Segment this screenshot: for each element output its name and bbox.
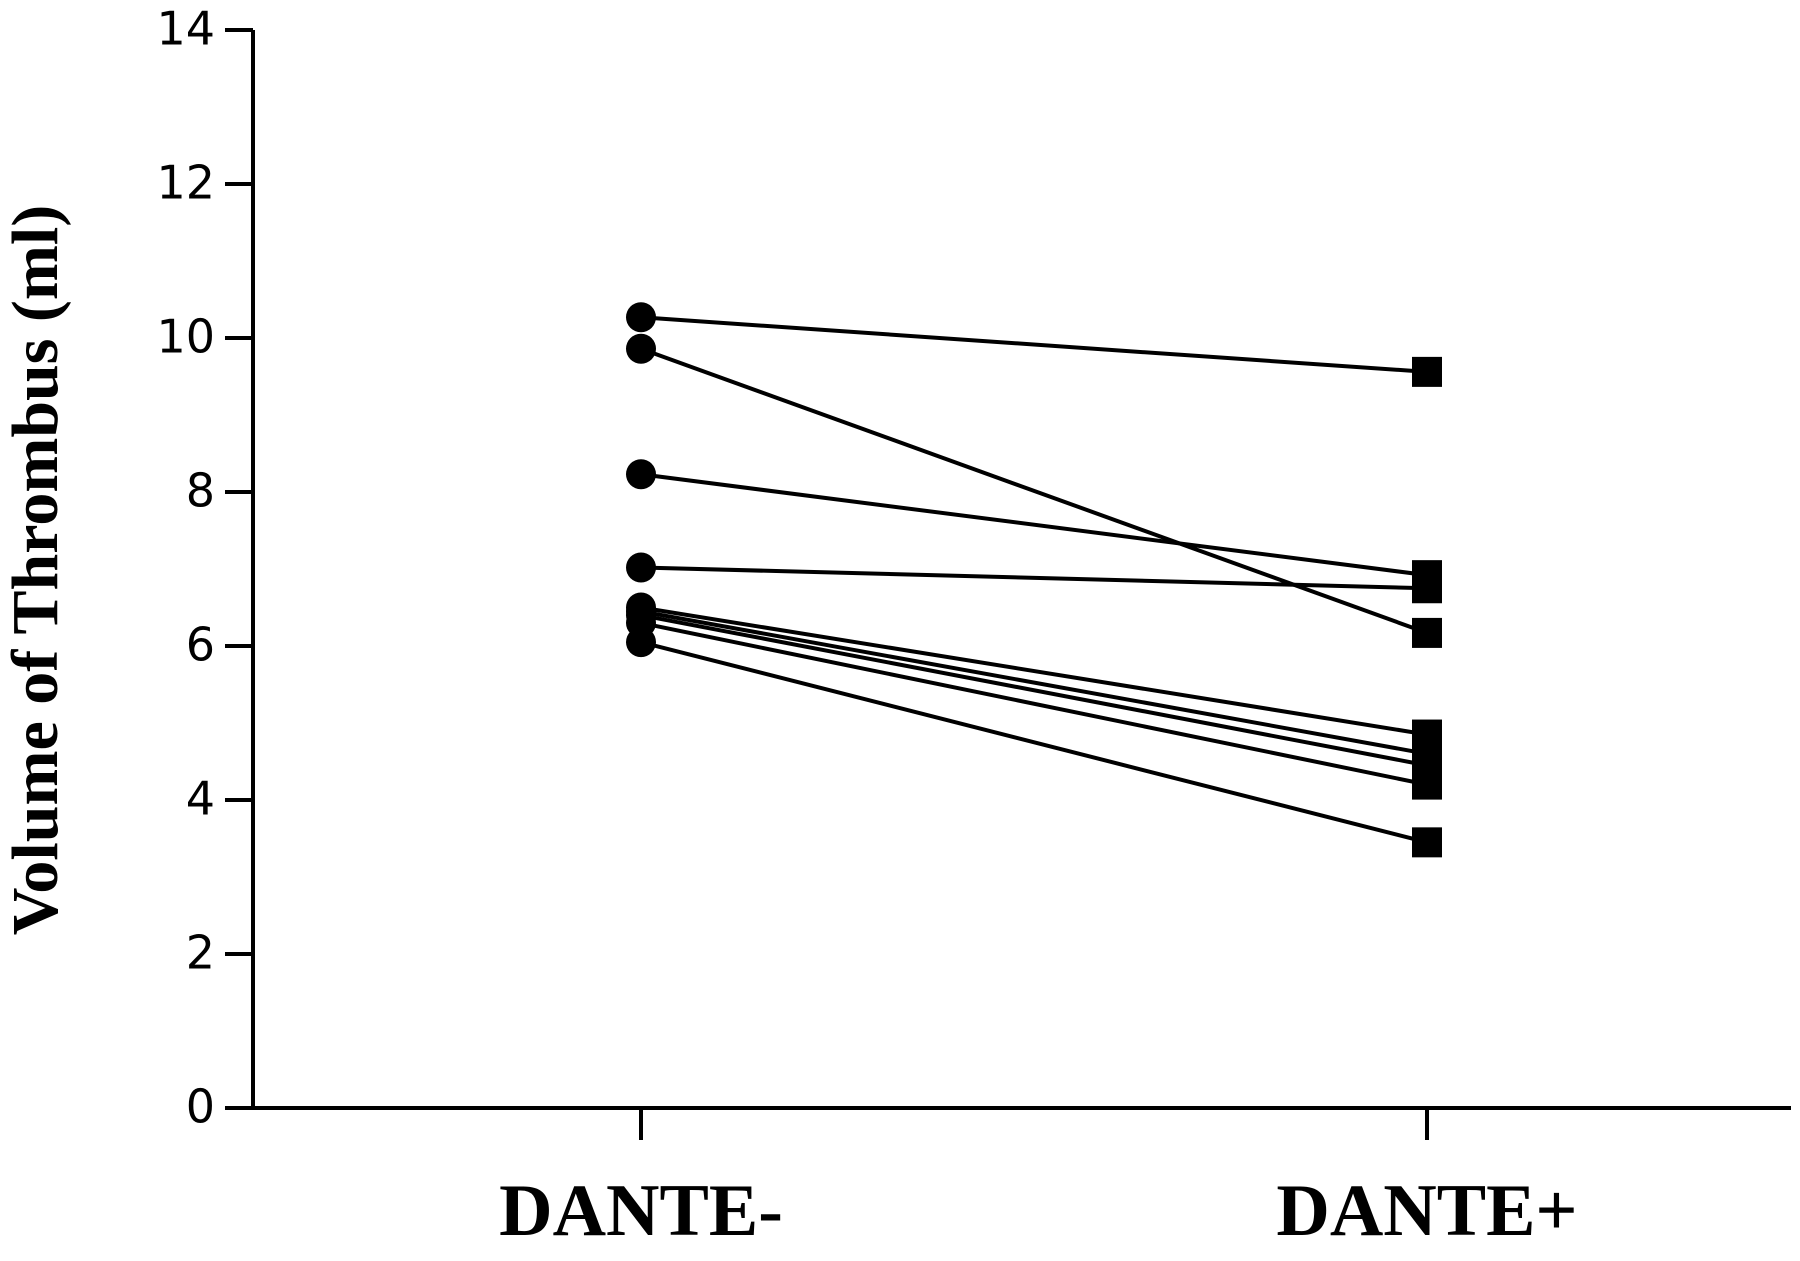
- y-tick-label: 0: [186, 1080, 215, 1134]
- y-tick-label: 10: [156, 310, 215, 364]
- series-line: [640, 605, 1428, 737]
- y-axis-label: Volume of Thrombus (ml): [0, 205, 72, 935]
- y-tick-label: 12: [156, 156, 215, 210]
- data-point: [626, 302, 656, 333]
- y-tick-label: 8: [186, 464, 215, 518]
- series-line: [640, 620, 1428, 787]
- data-point: [1412, 827, 1442, 858]
- y-tick-label: 14: [156, 2, 215, 56]
- data-point: [626, 627, 656, 658]
- series-line: [640, 472, 1428, 578]
- series-line: [640, 613, 1428, 768]
- data-point: [1412, 769, 1442, 800]
- series-line: [640, 315, 1428, 374]
- data-point: [1412, 573, 1442, 604]
- data-point: [626, 552, 656, 583]
- y-tick-label: 6: [186, 618, 215, 672]
- series-line: [640, 640, 1428, 845]
- data-point: [626, 459, 656, 490]
- series-line: [640, 609, 1428, 756]
- data-point: [1412, 356, 1442, 387]
- data-point: [1412, 617, 1442, 648]
- x-tick-label: DANTE+: [1276, 1170, 1577, 1252]
- x-tick-label: DANTE-: [499, 1170, 783, 1252]
- data-point: [626, 333, 656, 364]
- y-tick-label: 2: [186, 926, 215, 980]
- y-tick-label: 4: [186, 772, 215, 826]
- series-line: [640, 565, 1428, 591]
